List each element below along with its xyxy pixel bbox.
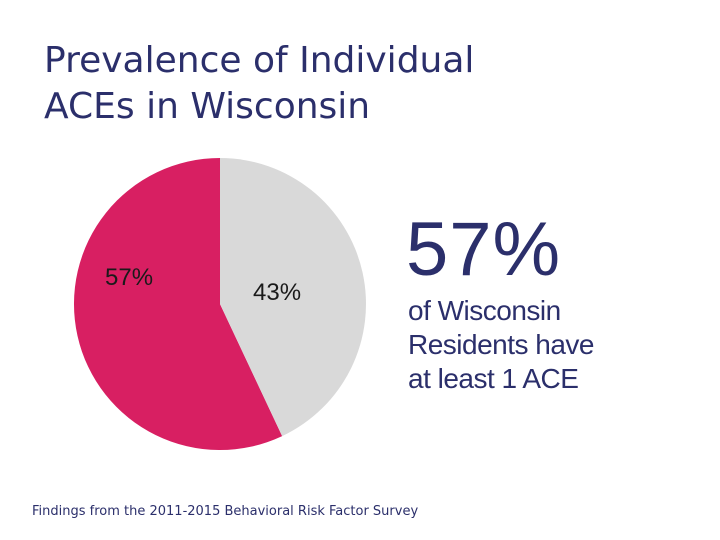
pie-slice-2 bbox=[220, 158, 366, 437]
pie-slice-1 bbox=[73, 158, 283, 450]
pie-chart: 57% 43% bbox=[72, 156, 368, 452]
pie-slice-label-1: 57% bbox=[105, 264, 153, 291]
title-line-1: Prevalence of Individual bbox=[44, 40, 475, 81]
big-stat: 57% bbox=[406, 207, 562, 292]
stat-description-line-2: Residents have bbox=[408, 329, 595, 360]
pie-chart-svg: 57% 43% bbox=[73, 158, 366, 450]
stat-description-line-3: at least 1 ACE bbox=[408, 363, 579, 394]
footnote: Findings from the 2011-2015 Behavioral R… bbox=[32, 504, 419, 519]
title-line-2: ACEs in Wisconsin bbox=[44, 86, 371, 127]
stat-description: of Wisconsin Residents have at least 1 A… bbox=[408, 294, 668, 396]
pie-slice-label-2: 43% bbox=[253, 279, 301, 306]
stat-description-line-1: of Wisconsin bbox=[408, 295, 561, 326]
slide-title: Prevalence of Individual ACEs in Wiscons… bbox=[44, 38, 604, 130]
